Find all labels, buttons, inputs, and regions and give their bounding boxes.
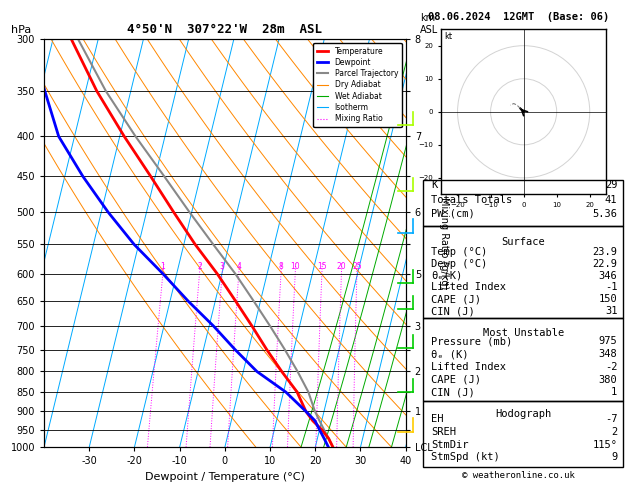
Text: 380: 380: [599, 375, 617, 384]
Text: Temp (°C): Temp (°C): [431, 247, 487, 257]
Text: θₑ(K): θₑ(K): [431, 271, 462, 280]
Text: 10: 10: [291, 262, 300, 272]
Text: CAPE (J): CAPE (J): [431, 294, 481, 304]
Text: kt: kt: [444, 32, 452, 41]
Text: 8: 8: [279, 262, 283, 272]
Text: 41: 41: [605, 195, 617, 205]
Text: 23.9: 23.9: [593, 247, 617, 257]
Text: © weatheronline.co.uk: © weatheronline.co.uk: [462, 471, 576, 480]
Text: StmSpd (kt): StmSpd (kt): [431, 452, 500, 462]
Text: 2: 2: [611, 427, 617, 437]
Text: EH: EH: [431, 415, 444, 424]
Text: Totals Totals: Totals Totals: [431, 195, 513, 205]
X-axis label: Dewpoint / Temperature (°C): Dewpoint / Temperature (°C): [145, 472, 305, 482]
Text: 22.9: 22.9: [593, 259, 617, 269]
Text: 346: 346: [599, 271, 617, 280]
Text: 150: 150: [599, 294, 617, 304]
Text: 4: 4: [237, 262, 241, 272]
Title: 4°50'N  307°22'W  28m  ASL: 4°50'N 307°22'W 28m ASL: [127, 23, 323, 36]
Legend: Temperature, Dewpoint, Parcel Trajectory, Dry Adiabat, Wet Adiabat, Isotherm, Mi: Temperature, Dewpoint, Parcel Trajectory…: [313, 43, 402, 127]
Text: 1: 1: [611, 387, 617, 398]
Text: Pressure (mb): Pressure (mb): [431, 336, 513, 347]
Text: Most Unstable: Most Unstable: [482, 328, 564, 338]
Text: 31: 31: [605, 306, 617, 316]
Text: Lifted Index: Lifted Index: [431, 362, 506, 372]
Text: Surface: Surface: [501, 237, 545, 247]
Text: -2: -2: [605, 362, 617, 372]
Text: -1: -1: [605, 282, 617, 293]
Text: 115°: 115°: [593, 439, 617, 450]
Text: 2: 2: [197, 262, 202, 272]
Text: StmDir: StmDir: [431, 439, 469, 450]
Text: hPa: hPa: [11, 25, 31, 35]
Text: SREH: SREH: [431, 427, 456, 437]
Text: 25: 25: [352, 262, 362, 272]
Text: 20: 20: [337, 262, 346, 272]
Text: 08.06.2024  12GMT  (Base: 06): 08.06.2024 12GMT (Base: 06): [428, 12, 610, 22]
Text: Lifted Index: Lifted Index: [431, 282, 506, 293]
Text: 3: 3: [220, 262, 225, 272]
Text: θₑ (K): θₑ (K): [431, 349, 469, 359]
Text: CIN (J): CIN (J): [431, 306, 475, 316]
Text: 975: 975: [599, 336, 617, 347]
Text: K: K: [431, 180, 438, 191]
Text: -7: -7: [605, 415, 617, 424]
Text: km
ASL: km ASL: [420, 13, 438, 35]
Text: 29: 29: [605, 180, 617, 191]
Text: CAPE (J): CAPE (J): [431, 375, 481, 384]
Text: Hodograph: Hodograph: [495, 409, 552, 419]
Text: 348: 348: [599, 349, 617, 359]
Text: Dewp (°C): Dewp (°C): [431, 259, 487, 269]
Text: 9: 9: [611, 452, 617, 462]
Text: CIN (J): CIN (J): [431, 387, 475, 398]
Y-axis label: Mixing Ratio (g/kg): Mixing Ratio (g/kg): [439, 197, 449, 289]
Text: 1: 1: [160, 262, 165, 272]
Text: 5.36: 5.36: [593, 209, 617, 219]
Text: PW (cm): PW (cm): [431, 209, 475, 219]
Text: 15: 15: [317, 262, 326, 272]
